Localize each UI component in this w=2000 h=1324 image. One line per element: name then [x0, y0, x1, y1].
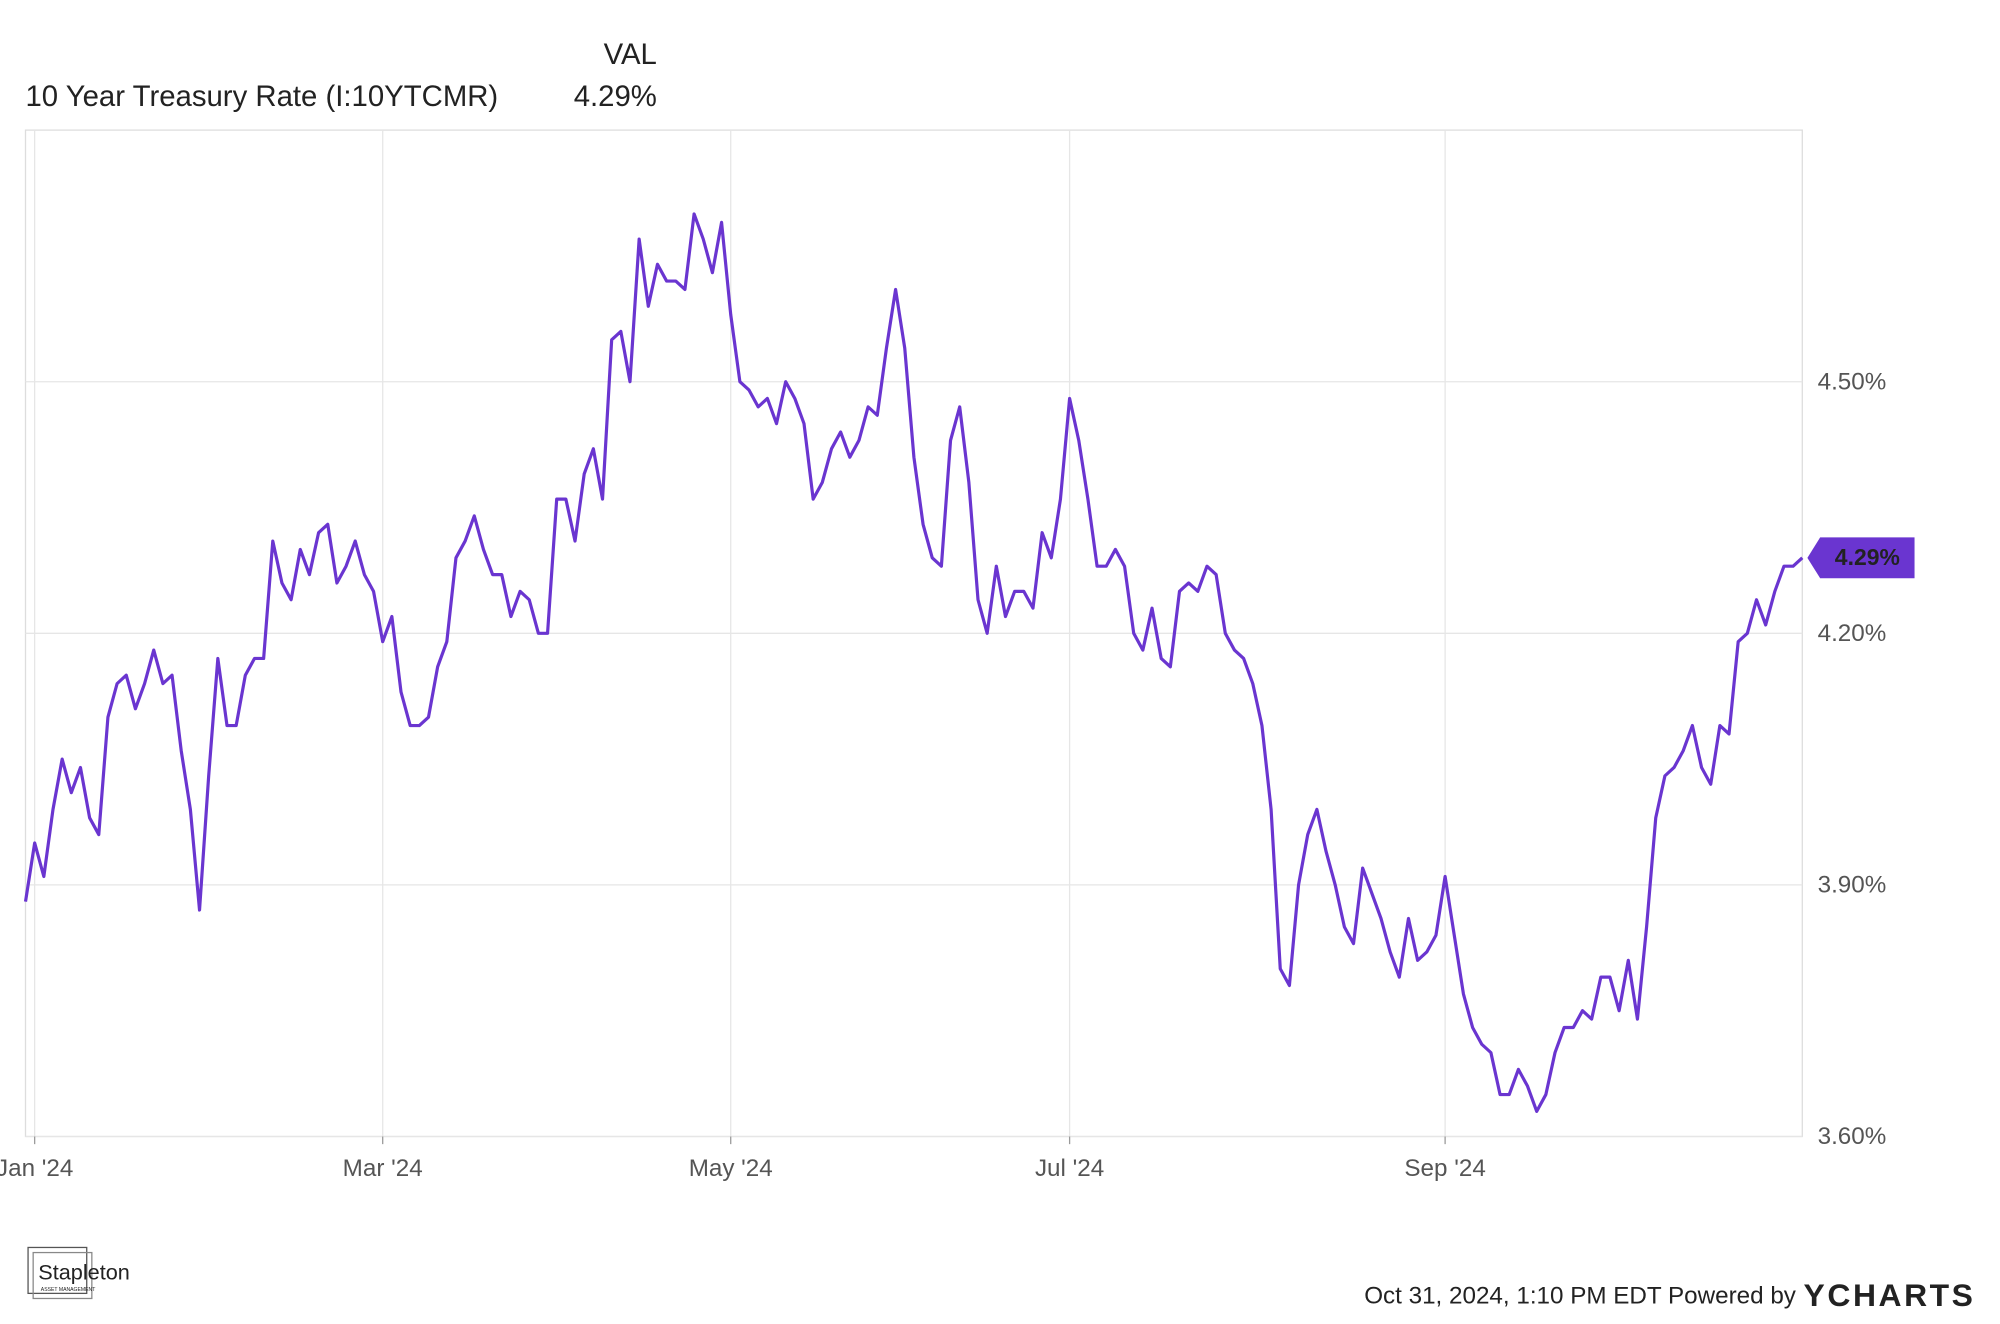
y-tick-label: 3.90% — [1818, 872, 1887, 899]
x-tick-label: Sep '24 — [1404, 1155, 1485, 1182]
brand: YCHARTS — [1804, 1277, 1976, 1313]
x-tick-label: May '24 — [689, 1155, 773, 1182]
y-tick-label: 4.20% — [1818, 620, 1887, 647]
logo-subtext: ASSET MANAGEMENT — [41, 1287, 96, 1293]
y-tick-label: 4.50% — [1818, 368, 1887, 395]
last-value: 4.29% — [574, 80, 657, 113]
x-tick-label: Jul '24 — [1035, 1155, 1104, 1182]
logo-box — [32, 1251, 93, 1300]
last-value-tag — [1807, 537, 1915, 579]
logo-box — [27, 1246, 88, 1295]
x-tick-label: Mar '24 — [343, 1155, 423, 1182]
last-value-tag-label: 4.29% — [1835, 544, 1900, 570]
x-tick-label: Jan '24 — [0, 1155, 73, 1182]
logo-text: Stapleton — [38, 1259, 130, 1284]
logo: Stapleton ASSET MANAGEMENT — [27, 1246, 130, 1300]
y-tick-label: 3.60% — [1818, 1123, 1887, 1150]
series-line — [23, 212, 1804, 1113]
series-name: 10 Year Treasury Rate (I:10YTCMR) — [26, 80, 499, 113]
series-header: VAL — [604, 38, 657, 71]
timestamp: Oct 31, 2024, 1:10 PM EDT Powered by — [1364, 1283, 1797, 1310]
